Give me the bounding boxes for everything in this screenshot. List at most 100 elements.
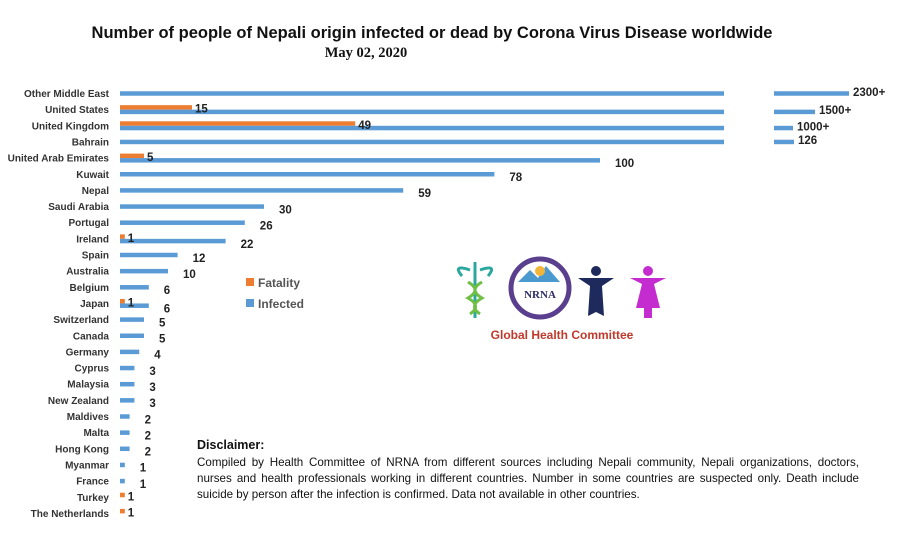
value-label-infected-myanmar: 1 xyxy=(140,463,147,475)
bar-infected-spain xyxy=(120,252,178,258)
category-label-ireland: Ireland xyxy=(76,234,109,245)
value-label-fatality-united-states: 15 xyxy=(195,104,208,116)
value-label-infected-malaysia: 3 xyxy=(149,382,155,394)
bar-infected-united-kingdom xyxy=(120,125,724,131)
bar-fatality-united-arab-emirates xyxy=(120,153,144,159)
badge-text: NRNA xyxy=(524,289,556,301)
category-label-the-netherlands: The Netherlands xyxy=(31,509,110,520)
value-label-infected-ireland: 22 xyxy=(241,239,254,251)
disclaimer-body: Compiled by Health Committee of NRNA fro… xyxy=(197,456,859,501)
bar-infected-portugal xyxy=(120,220,245,225)
category-label-spain: Spain xyxy=(82,251,109,262)
category-label-bahrain: Bahrain xyxy=(72,137,109,148)
bar-infected-other-middle-east xyxy=(120,91,724,96)
value-label-infected-united-states: 1500+ xyxy=(819,105,852,117)
bar-infected-nepal xyxy=(120,188,404,193)
legend-label-infected: Infected xyxy=(258,297,304,311)
bar-infected-japan xyxy=(120,303,149,308)
bar-infected-myanmar xyxy=(120,462,125,468)
bar-infected-break-bahrain xyxy=(774,139,794,145)
value-label-fatality-turkey: 1 xyxy=(128,491,135,503)
bar-infected-kuwait xyxy=(120,172,495,177)
bar-infected-germany xyxy=(120,349,140,355)
female-figure-icon xyxy=(630,266,666,318)
value-label-infected-malta: 2 xyxy=(145,430,151,442)
value-label-infected-france: 1 xyxy=(140,479,147,491)
bar-infected-hong-kong xyxy=(120,446,130,452)
category-label-nepal: Nepal xyxy=(82,186,109,197)
category-label-cyprus: Cyprus xyxy=(75,364,110,375)
category-label-turkey: Turkey xyxy=(77,493,109,504)
logo-caption: Global Health Committee xyxy=(491,328,634,342)
value-label-fatality-united-kingdom: 49 xyxy=(358,120,371,132)
bar-infected-france xyxy=(120,478,125,484)
value-label-infected-saudi-arabia: 30 xyxy=(279,204,292,216)
bar-infected-break-united-states xyxy=(774,109,815,115)
disclaimer: Disclaimer: Compiled by Health Committee… xyxy=(197,437,859,503)
value-label-infected-canada: 5 xyxy=(159,334,166,346)
category-label-germany: Germany xyxy=(66,347,110,358)
value-label-infected-australia: 10 xyxy=(183,269,196,281)
bar-fatality-united-states xyxy=(120,105,192,110)
category-label-kuwait: Kuwait xyxy=(76,170,109,181)
legend-swatch-infected xyxy=(246,299,254,307)
value-label-infected-japan: 6 xyxy=(164,303,170,315)
value-label-infected-portugal: 26 xyxy=(260,220,273,232)
bar-infected-united-arab-emirates xyxy=(120,158,600,163)
value-label-infected-nepal: 59 xyxy=(418,188,431,200)
nrna-health-logo: NRNA Global Health Committee xyxy=(456,256,666,342)
value-label-fatality-ireland: 1 xyxy=(128,233,135,245)
value-label-fatality-the-netherlands: 1 xyxy=(128,507,135,519)
category-label-canada: Canada xyxy=(73,331,110,342)
category-label-portugal: Portugal xyxy=(68,218,109,229)
category-label-australia: Australia xyxy=(66,267,109,278)
value-label-infected-bahrain: 126 xyxy=(798,135,817,147)
category-label-hong-kong: Hong Kong xyxy=(55,444,109,455)
value-label-infected-hong-kong: 2 xyxy=(145,447,151,459)
bar-fatality-turkey xyxy=(120,492,125,498)
bar-infected-cyprus xyxy=(120,365,135,371)
bar-infected-bahrain xyxy=(120,139,724,145)
bar-infected-maldives xyxy=(120,414,130,419)
value-label-infected-united-arab-emirates: 100 xyxy=(615,158,634,170)
value-label-fatality-united-arab-emirates: 5 xyxy=(147,152,154,164)
value-label-infected-spain: 12 xyxy=(193,253,206,265)
category-label-malaysia: Malaysia xyxy=(67,380,109,391)
bar-infected-malta xyxy=(120,430,130,435)
bar-infected-break-united-kingdom xyxy=(774,125,793,131)
bar-fatality-japan xyxy=(120,298,125,304)
category-label-myanmar: Myanmar xyxy=(65,460,109,471)
category-label-united-kingdom: United Kingdom xyxy=(32,121,109,132)
bar-infected-belgium xyxy=(120,285,149,290)
category-label-maldives: Maldives xyxy=(67,412,110,423)
category-label-saudi-arabia: Saudi Arabia xyxy=(48,202,109,213)
bar-infected-australia xyxy=(120,268,168,274)
value-label-infected-cyprus: 3 xyxy=(149,366,155,378)
bar-infected-new-zealand xyxy=(120,398,135,403)
caduceus-icon xyxy=(456,262,494,318)
bar-infected-united-states xyxy=(120,109,724,115)
chart-title: Number of people of Nepali origin infect… xyxy=(92,24,773,42)
bar-infected-switzerland xyxy=(120,317,144,322)
bar-infected-malaysia xyxy=(120,381,135,387)
category-label-switzerland: Switzerland xyxy=(53,315,109,326)
legend-label-fatality: Fatality xyxy=(258,276,300,290)
category-label-united-states: United States xyxy=(45,105,109,116)
value-label-infected-germany: 4 xyxy=(154,350,161,362)
disclaimer-heading: Disclaimer: xyxy=(197,438,265,452)
nrna-badge-icon: NRNA xyxy=(508,256,572,320)
bar-fatality-united-kingdom xyxy=(120,121,356,126)
bar-infected-canada xyxy=(120,333,144,338)
value-label-infected-other-middle-east: 2300+ xyxy=(853,87,886,99)
category-label-france: France xyxy=(76,477,109,488)
value-label-infected-united-kingdom: 1000+ xyxy=(797,121,830,133)
male-figure-icon xyxy=(578,266,614,316)
category-label-japan: Japan xyxy=(80,299,109,310)
legend-swatch-fatality xyxy=(246,278,254,286)
value-label-infected-kuwait: 78 xyxy=(509,172,522,184)
category-label-united-arab-emirates: United Arab Emirates xyxy=(8,154,110,165)
category-label-malta: Malta xyxy=(83,428,109,439)
value-label-infected-new-zealand: 3 xyxy=(149,398,155,410)
